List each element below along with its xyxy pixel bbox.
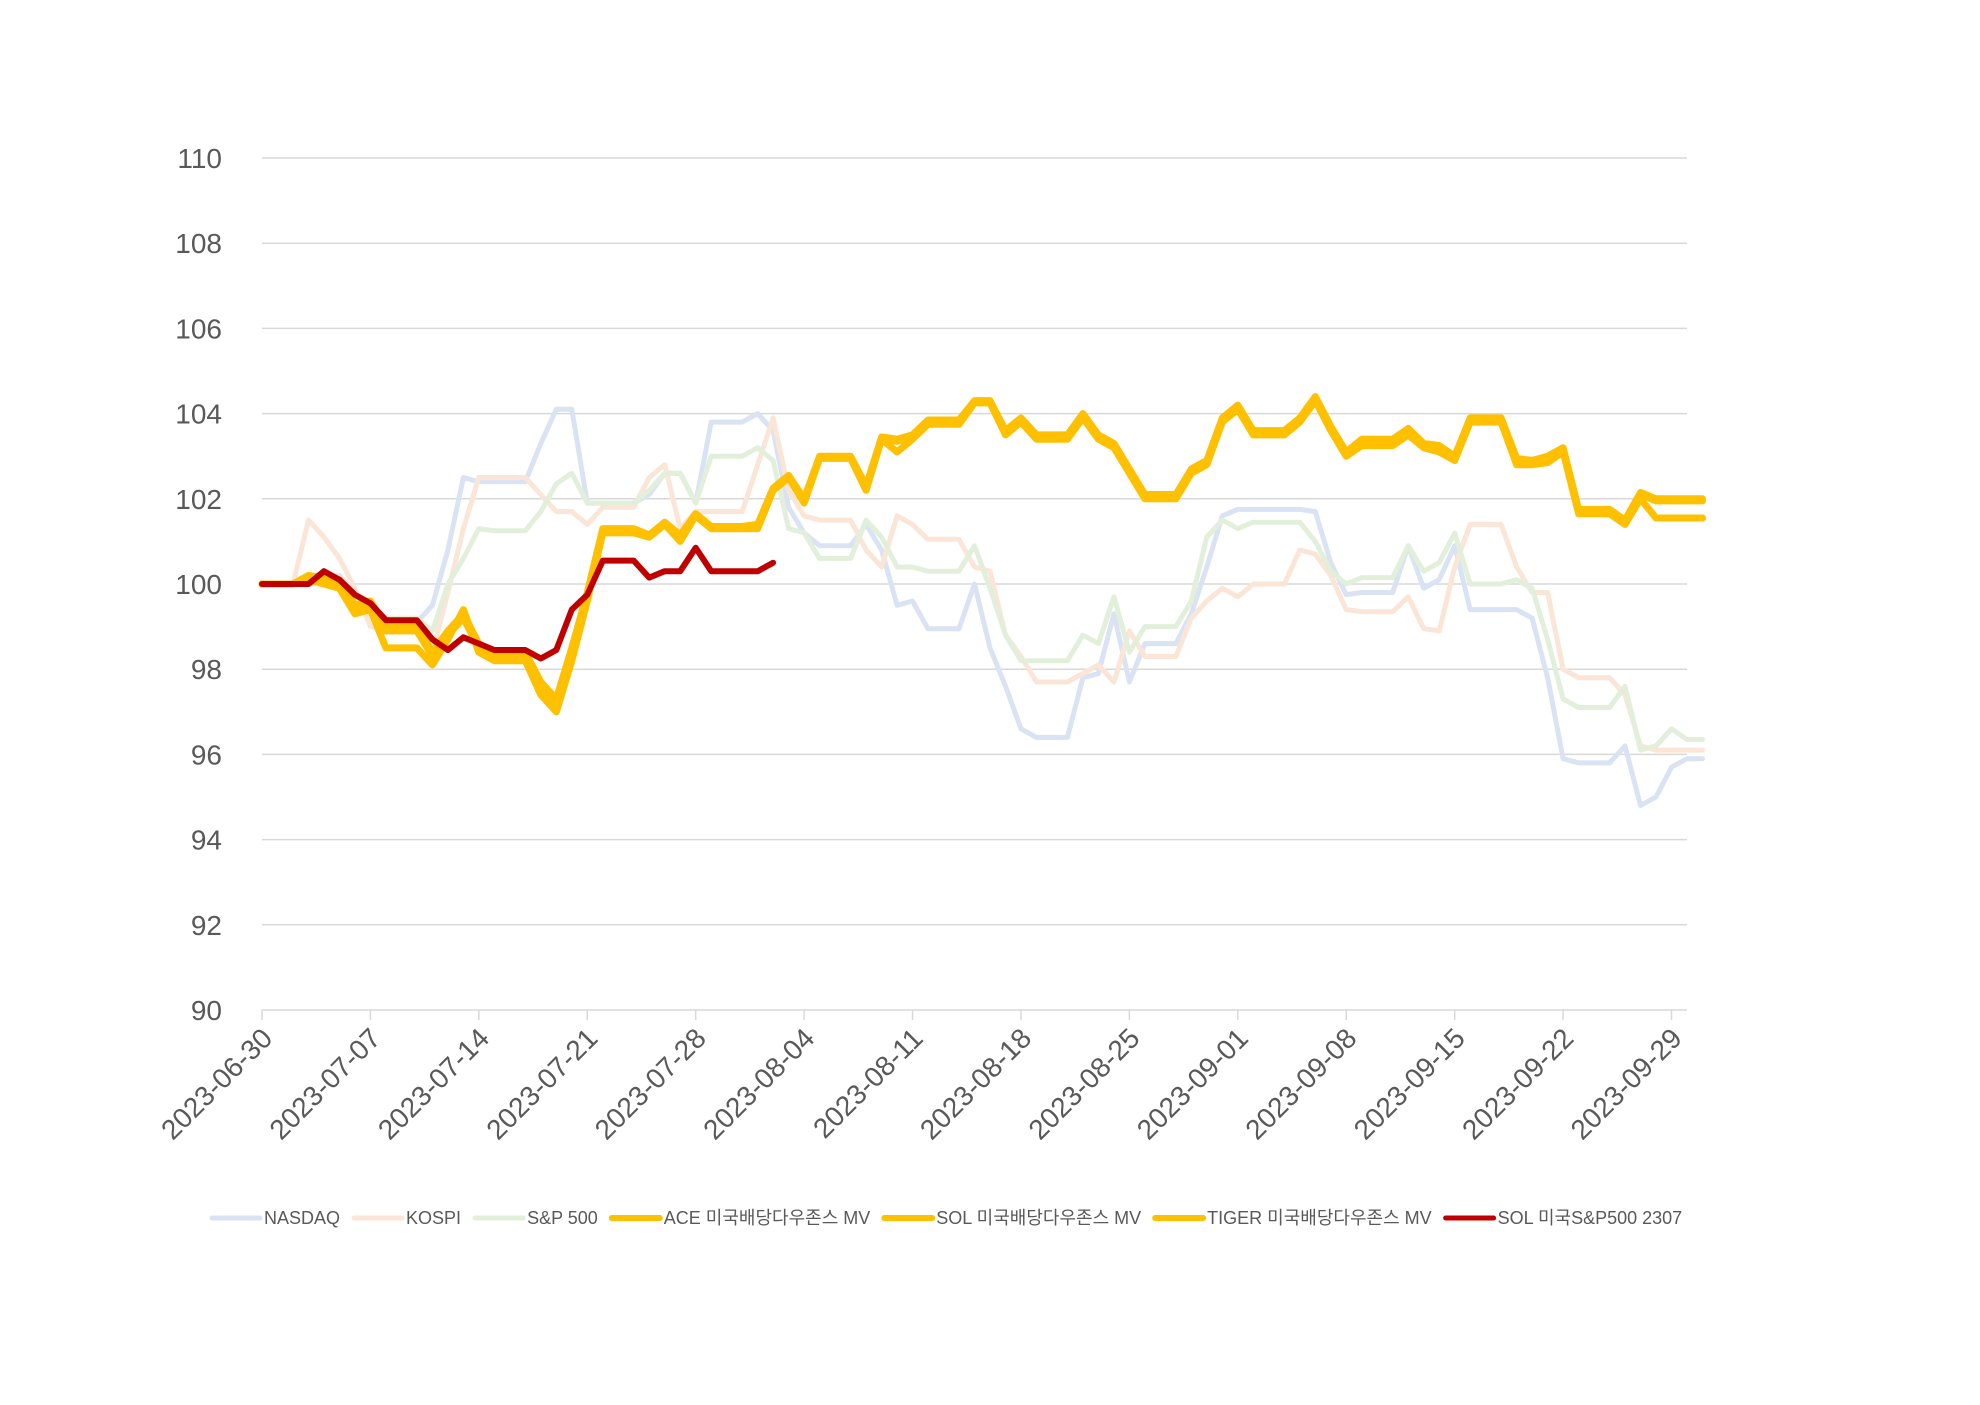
x-tick-label: 2023-09-08 — [1239, 1022, 1362, 1145]
x-tick-label: 2023-08-18 — [914, 1022, 1037, 1145]
x-tick-label: 2023-07-07 — [263, 1022, 386, 1145]
x-tick-label: 2023-09-01 — [1131, 1022, 1254, 1145]
y-tick-label: 106 — [175, 313, 222, 344]
series-line-2 — [259, 445, 1705, 753]
legend-item: KOSPI — [351, 1208, 461, 1228]
series-line-5 — [258, 393, 1706, 703]
x-tick-label: 2023-09-29 — [1565, 1022, 1688, 1145]
series-line-4 — [258, 395, 1706, 707]
legend-label: ACE 미국배당다우존스 MV — [664, 1208, 871, 1228]
x-tick-label: 2023-07-28 — [589, 1022, 712, 1145]
legend-label: SOL 미국배당다우존스 MV — [936, 1208, 1141, 1228]
legend-label: NASDAQ — [264, 1208, 340, 1228]
x-tick-label: 2023-09-22 — [1456, 1022, 1579, 1145]
y-tick-label: 104 — [175, 399, 222, 430]
y-tick-label: 92 — [191, 910, 222, 941]
legend-label: SOL 미국S&P500 2307 — [1498, 1208, 1683, 1228]
x-tick-label: 2023-07-21 — [480, 1022, 603, 1145]
series-line-1 — [259, 415, 1705, 753]
legend-label: TIGER 미국배당다우존스 MV — [1207, 1208, 1431, 1228]
y-tick-label: 90 — [191, 995, 222, 1026]
series-line-6 — [259, 544, 777, 662]
legend-label: KOSPI — [406, 1208, 461, 1228]
y-tick-label: 100 — [175, 569, 222, 600]
legend-label: S&P 500 — [527, 1208, 598, 1228]
x-tick-label: 2023-09-15 — [1348, 1022, 1471, 1145]
y-tick-label: 108 — [175, 228, 222, 259]
y-axis-tick-labels: 110 108 106 104 102 100 98 96 94 92 90 — [175, 143, 222, 1026]
y-tick-label: 110 — [177, 143, 222, 174]
legend-item: S&P 500 — [472, 1208, 598, 1228]
x-tick-label: 2023-07-14 — [372, 1022, 495, 1145]
legend-item: SOL 미국배당다우존스 MV — [881, 1208, 1141, 1228]
series-line-3 — [258, 397, 1706, 716]
legend-item: ACE 미국배당다우존스 MV — [608, 1208, 871, 1228]
x-tick-label: 2023-08-25 — [1022, 1022, 1145, 1145]
legend-item: NASDAQ — [209, 1208, 340, 1228]
legend: NASDAQ KOSPI S&P 500 ACE 미국배당다우존스 MV SOL 미국배… — [209, 1208, 1683, 1228]
x-tick-label: 2023-08-11 — [807, 1022, 929, 1144]
legend-item: SOL 미국S&P500 2307 — [1443, 1208, 1683, 1228]
y-tick-label: 94 — [191, 825, 222, 856]
y-tick-label: 96 — [191, 739, 222, 770]
y-tick-label: 102 — [175, 484, 222, 515]
x-axis-tick-labels: 2023-06-302023-07-072023-07-142023-07-21… — [155, 1010, 1688, 1146]
y-tick-label: 98 — [191, 654, 222, 685]
series-lines — [258, 393, 1706, 808]
x-tick-label: 2023-08-04 — [697, 1022, 820, 1145]
legend-item: TIGER 미국배당다우존스 MV — [1152, 1208, 1432, 1228]
series-line-0 — [259, 406, 1705, 808]
x-tick-label: 2023-06-30 — [155, 1022, 278, 1145]
